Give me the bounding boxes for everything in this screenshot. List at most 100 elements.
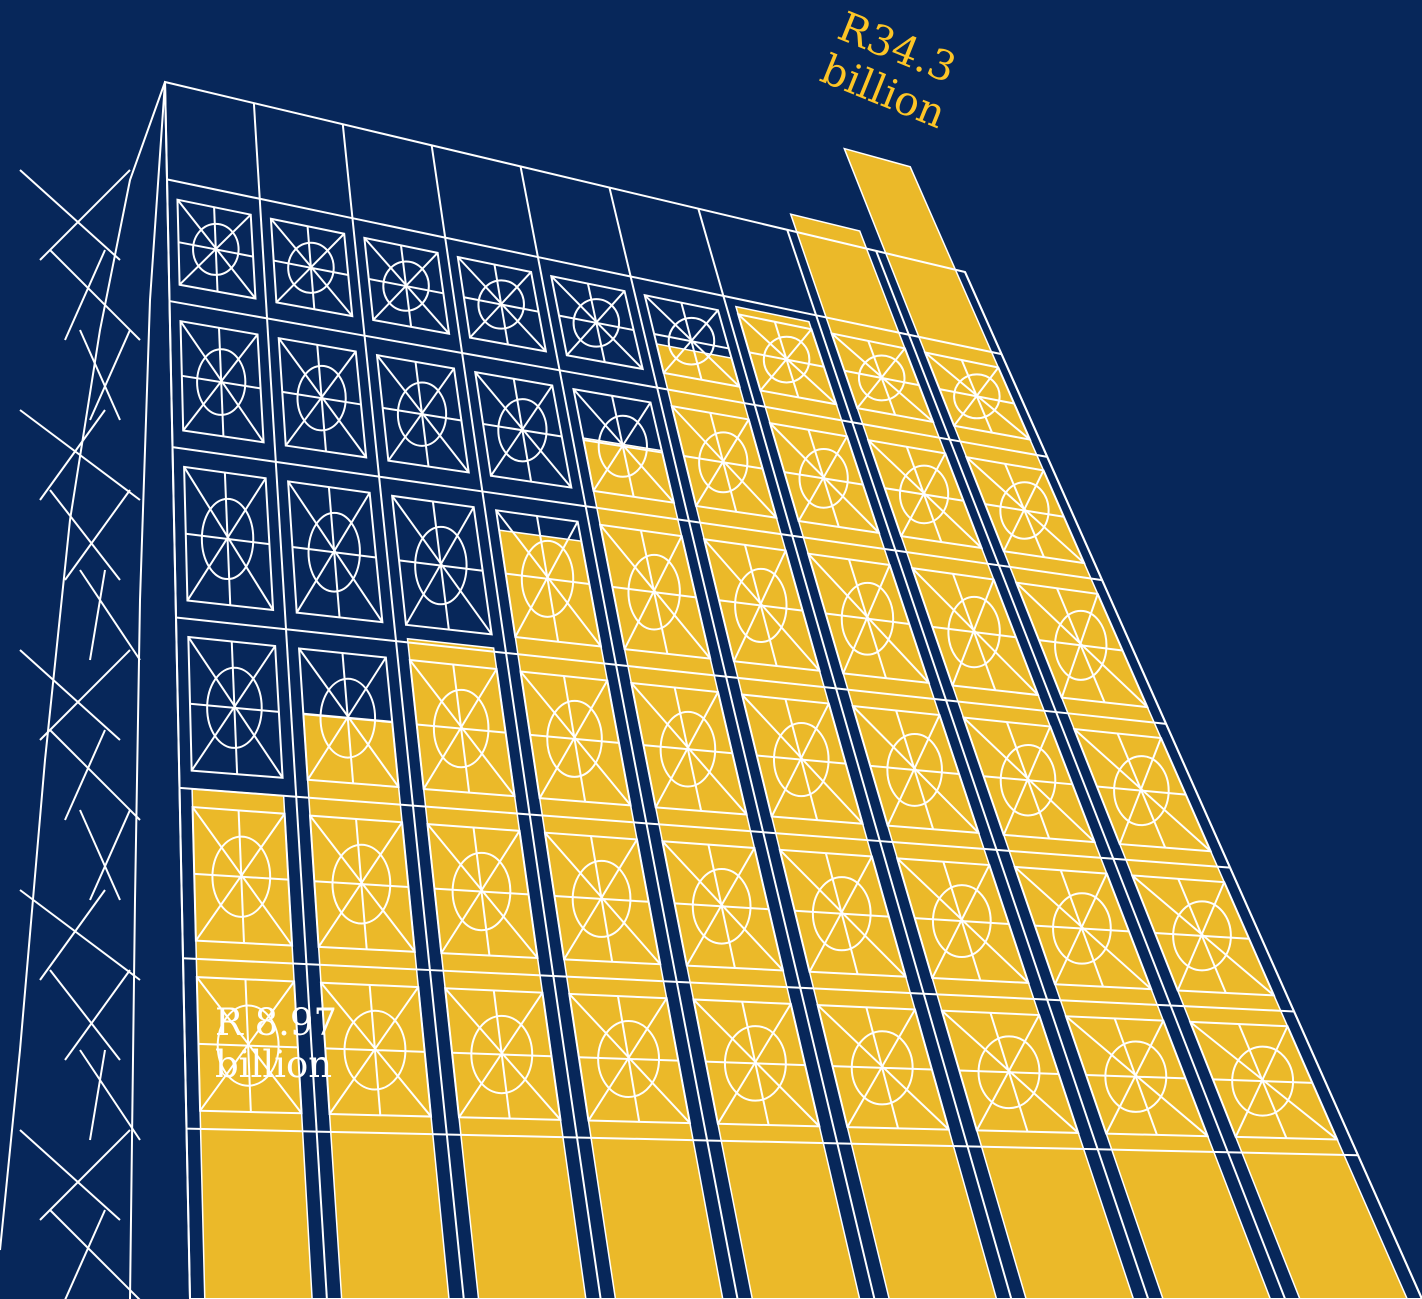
window-mesh-line	[653, 333, 729, 350]
side-truss-line	[64, 249, 106, 341]
facade-column-line	[519, 166, 739, 1299]
facade-column-line	[430, 145, 602, 1299]
window-mesh-line	[794, 909, 889, 918]
window-mesh-ring	[953, 373, 1001, 420]
window-mesh-ring	[211, 835, 272, 918]
window-mesh-ring	[627, 553, 681, 631]
first-value-label: R 8.97	[215, 1001, 337, 1044]
side-truss-line	[19, 1129, 121, 1221]
window-mesh-ring	[667, 316, 716, 366]
side-truss-line	[49, 729, 141, 821]
window-mesh-ring	[1172, 900, 1232, 972]
window-mesh-ring	[798, 447, 849, 509]
window-mesh-line	[939, 388, 1015, 405]
side-truss-line	[49, 489, 121, 581]
window-mesh-line	[198, 1042, 298, 1049]
window-mesh-ring	[886, 733, 943, 807]
side-truss-line	[89, 1049, 106, 1141]
window-mesh-line	[825, 612, 910, 625]
window-mesh-line	[914, 917, 1009, 925]
window-mesh-line	[558, 314, 634, 332]
window-mesh-ring	[396, 381, 448, 447]
window-mesh-line	[756, 754, 846, 765]
window-mesh-line	[314, 880, 409, 889]
window-mesh-ring	[691, 868, 752, 945]
window-mesh-line	[983, 775, 1073, 786]
window-mesh-ring	[597, 1019, 661, 1098]
window-mesh-line	[1154, 931, 1250, 940]
side-truss-line	[89, 329, 131, 421]
window-mesh-ring	[343, 1009, 407, 1091]
window-mesh-line	[832, 1065, 932, 1071]
window-mesh-line	[844, 369, 920, 387]
window-mesh-line	[185, 532, 270, 546]
window-mesh-ring	[331, 843, 392, 925]
window-mesh-ring	[200, 497, 255, 581]
first-unit-label: billion	[215, 1043, 332, 1086]
window-mesh-ring	[572, 298, 621, 348]
window-mesh-ring	[999, 481, 1050, 540]
window-mesh-line	[1212, 1078, 1313, 1084]
window-mesh-line	[368, 277, 444, 295]
facade-column-line	[875, 250, 1287, 1299]
window-mesh-ring	[546, 699, 603, 778]
window-mesh-line	[398, 559, 483, 572]
facade-column-line	[697, 208, 1013, 1299]
window-mesh-line	[416, 723, 506, 734]
side-truss-line	[64, 729, 106, 821]
side-truss-line	[89, 809, 131, 901]
window-mesh-line	[554, 895, 649, 903]
window-mesh-line	[683, 455, 763, 470]
facade-column-line	[252, 103, 328, 1299]
side-truss-line	[49, 1209, 141, 1299]
window-mesh-ring	[762, 335, 811, 384]
side-truss-line	[79, 569, 141, 661]
window-mesh-line	[273, 259, 349, 276]
window-mesh-line	[959, 1069, 1059, 1075]
window-mesh-line	[884, 487, 964, 502]
window-mesh-line	[178, 241, 254, 258]
window-mesh-line	[181, 374, 261, 390]
facade-column-line	[608, 187, 876, 1299]
side-truss-line	[19, 889, 141, 981]
facade-floor-line	[166, 178, 1002, 356]
window-mesh-line	[505, 572, 590, 586]
side-truss-line	[39, 169, 131, 261]
window-mesh-line	[1086, 1073, 1186, 1080]
side-truss-line	[49, 969, 121, 1061]
window-mesh-ring	[432, 688, 490, 769]
window-mesh-ring	[192, 222, 240, 276]
window-mesh-ring	[723, 1025, 787, 1102]
window-mesh-ring	[470, 1014, 534, 1095]
side-truss-line	[19, 169, 121, 261]
facade-floor-line	[182, 957, 1295, 1013]
window-mesh-line	[643, 744, 733, 755]
window-mesh-line	[382, 406, 462, 422]
window-mesh-line	[612, 585, 697, 599]
window-mesh-ring	[659, 710, 717, 788]
building-outline	[0, 80, 1422, 1299]
window-mesh-line	[718, 599, 803, 612]
window-mesh-ring	[497, 398, 548, 463]
side-truss-line	[64, 969, 131, 1061]
window-mesh-ring	[414, 525, 468, 606]
window-mesh-line	[749, 351, 825, 368]
window-mesh-line	[463, 296, 539, 313]
side-truss-line	[79, 329, 121, 421]
window-mesh-ring	[698, 431, 749, 494]
window-mesh-line	[932, 625, 1017, 639]
window-mesh-line	[1034, 924, 1130, 933]
window-mesh-ring	[1052, 892, 1112, 965]
side-truss-line	[49, 249, 141, 341]
side-truss-line	[79, 809, 121, 901]
window-mesh-ring	[319, 677, 377, 759]
side-truss-line	[39, 409, 106, 501]
window-mesh-ring	[999, 744, 1057, 817]
window-mesh-ring	[451, 851, 512, 932]
window-mesh-line	[583, 439, 663, 454]
window-mesh-line	[303, 713, 393, 724]
window-mesh-line	[530, 733, 620, 744]
window-mesh-ring	[597, 414, 648, 478]
